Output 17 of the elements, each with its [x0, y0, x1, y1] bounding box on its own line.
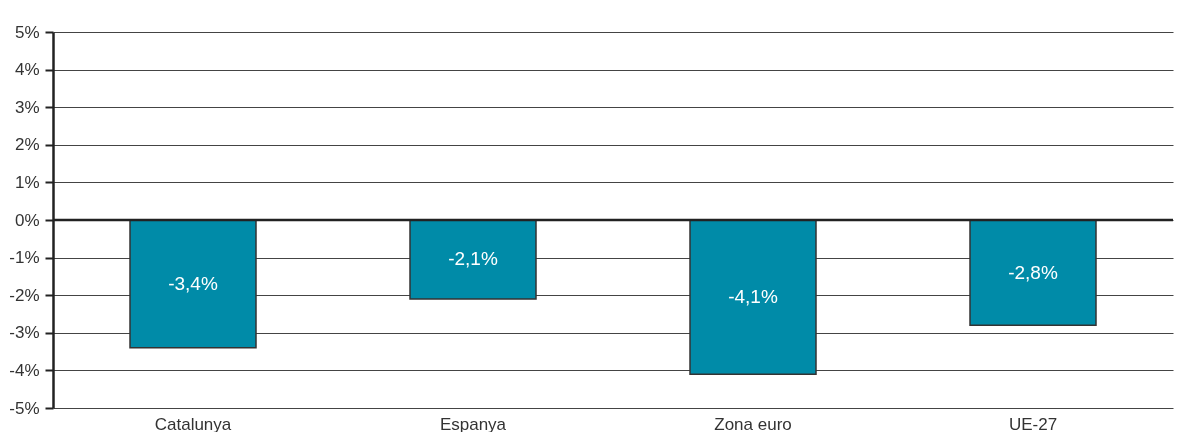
x-tick-label: UE-27 [1008, 414, 1058, 434]
y-tick-label: -1% [9, 248, 40, 268]
y-tick-label: -4% [9, 360, 40, 380]
data-label: -2,8% [1008, 261, 1058, 283]
y-tick-label: -2% [9, 285, 40, 305]
y-tick-label: 0% [14, 210, 40, 230]
data-label: -4,1% [728, 286, 778, 308]
data-label: -2,1% [448, 248, 498, 270]
y-tick-label: 3% [14, 97, 40, 117]
x-tick-label: Zona euro [714, 414, 792, 434]
y-tick-label: -5% [9, 398, 40, 418]
y-tick-label: 5% [14, 22, 40, 42]
y-tick-label: 1% [14, 172, 40, 192]
y-tick-label: -3% [9, 323, 40, 343]
data-label: -3,4% [168, 272, 218, 294]
y-tick-label: 4% [14, 60, 40, 80]
y-tick-label: 2% [14, 135, 40, 155]
